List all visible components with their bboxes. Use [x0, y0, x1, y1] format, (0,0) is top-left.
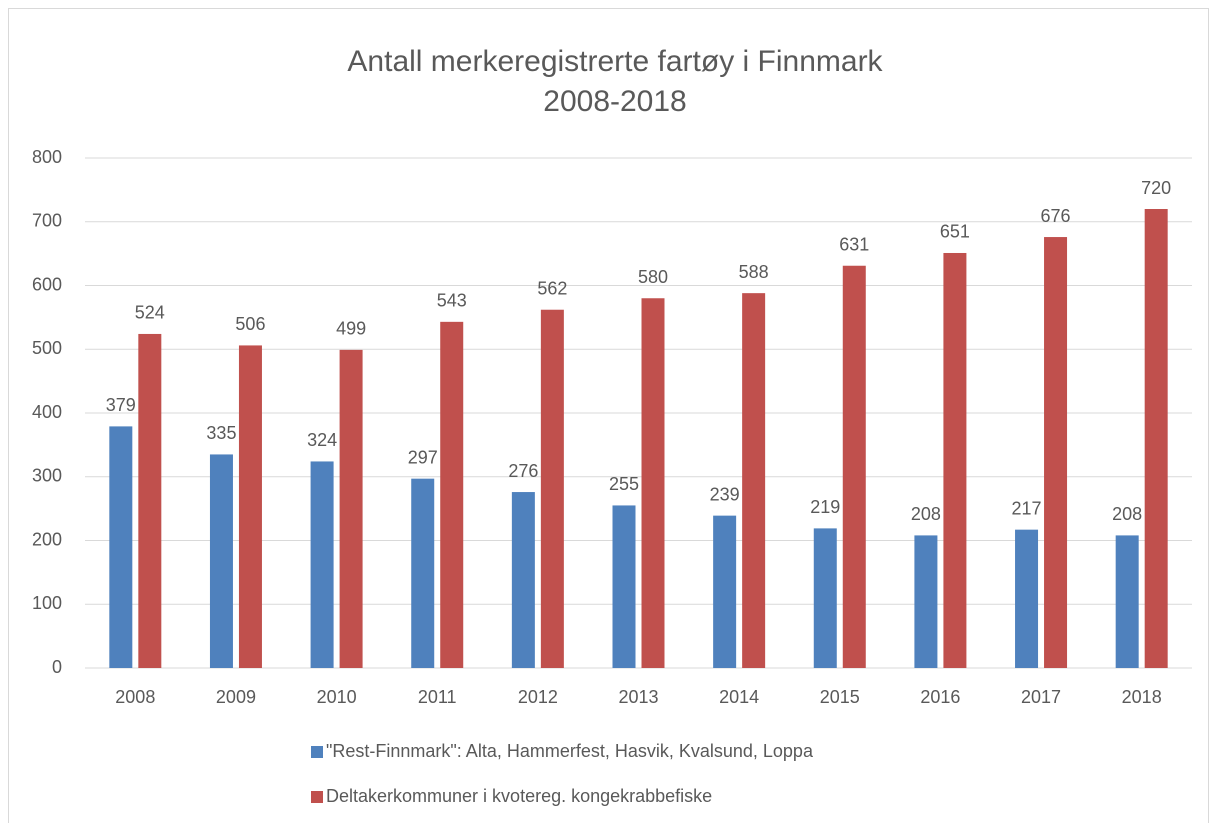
- data-label: 255: [609, 474, 639, 494]
- bar: [842, 265, 866, 668]
- data-label: 208: [1112, 504, 1142, 524]
- bar: [1144, 209, 1168, 668]
- data-label: 562: [537, 278, 567, 298]
- x-tick-label: 2009: [216, 687, 256, 707]
- bar: [440, 321, 464, 668]
- data-label: 239: [710, 484, 740, 504]
- data-label: 335: [206, 423, 236, 443]
- bar: [411, 478, 435, 668]
- legend-label: Deltakerkommuner i kvotereg. kongekrabbe…: [326, 786, 712, 806]
- bar: [339, 349, 363, 668]
- bar: [138, 333, 162, 668]
- bar: [641, 298, 665, 668]
- x-tick-label: 2011: [418, 687, 457, 707]
- y-tick-label: 300: [32, 466, 62, 486]
- bar: [238, 345, 262, 668]
- bar: [914, 535, 938, 668]
- y-tick-label: 500: [32, 338, 62, 358]
- bar: [813, 528, 837, 668]
- data-label: 588: [739, 262, 769, 282]
- data-label: 219: [810, 497, 840, 517]
- bar: [713, 515, 737, 668]
- data-label: 720: [1141, 178, 1171, 198]
- chart-title: Antall merkeregistrerte fartøy i Finnmar…: [347, 45, 883, 78]
- data-label: 208: [911, 504, 941, 524]
- y-tick-label: 800: [32, 147, 62, 167]
- chart-border: [8, 8, 1209, 823]
- y-tick-label: 700: [32, 211, 62, 231]
- data-label: 379: [106, 395, 136, 415]
- data-label: 580: [638, 267, 668, 287]
- legend-swatch: [311, 791, 323, 803]
- legend-swatch: [311, 746, 323, 758]
- bar: [1115, 535, 1139, 668]
- bar: [742, 293, 766, 668]
- x-tick-label: 2018: [1122, 687, 1162, 707]
- bar: [540, 309, 564, 668]
- data-label: 499: [336, 319, 366, 339]
- y-tick-label: 200: [32, 529, 62, 549]
- y-tick-label: 0: [52, 657, 62, 677]
- data-label: 324: [307, 430, 337, 450]
- y-tick-label: 600: [32, 274, 62, 294]
- data-label: 276: [508, 461, 538, 481]
- x-tick-label: 2012: [518, 687, 558, 707]
- bar: [1044, 237, 1068, 669]
- bar: [109, 426, 133, 668]
- bar: [511, 492, 535, 668]
- data-label: 676: [1041, 206, 1071, 226]
- data-label: 631: [839, 234, 869, 254]
- x-tick-label: 2017: [1021, 687, 1061, 707]
- chart-subtitle: 2008-2018: [543, 85, 686, 118]
- x-tick-label: 2014: [719, 687, 759, 707]
- data-label: 543: [437, 291, 467, 311]
- bar: [1015, 529, 1039, 668]
- x-tick-label: 2008: [115, 687, 155, 707]
- legend-label: "Rest-Finnmark": Alta, Hammerfest, Hasvi…: [326, 741, 814, 761]
- y-tick-label: 100: [32, 593, 62, 613]
- y-tick-label: 400: [32, 402, 62, 422]
- x-tick-label: 2013: [618, 687, 658, 707]
- data-label: 524: [135, 303, 165, 323]
- x-tick-label: 2015: [820, 687, 860, 707]
- bar: [310, 461, 334, 668]
- data-label: 297: [408, 447, 438, 467]
- data-label: 651: [940, 222, 970, 242]
- bar: [943, 252, 967, 669]
- x-tick-label: 2010: [317, 687, 357, 707]
- data-label: 506: [235, 314, 265, 334]
- x-tick-label: 2016: [920, 687, 960, 707]
- bar: [209, 454, 233, 668]
- bar: [612, 505, 636, 668]
- data-label: 217: [1012, 498, 1042, 518]
